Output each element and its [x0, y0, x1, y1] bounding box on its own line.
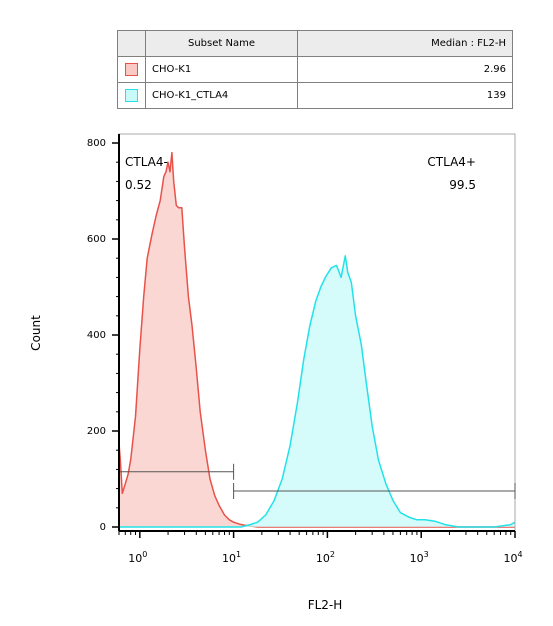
gate-label: CTLA4+ — [427, 155, 476, 169]
gate-layer: CTLA4- 0.52 CTLA4+ 99.5 — [118, 155, 516, 499]
y-tick-label: 0 — [100, 522, 106, 533]
series-layer — [118, 151, 516, 528]
y-axis-label: Count — [29, 315, 43, 351]
legend-row-name: CHO-K1_CTLA4 — [145, 82, 298, 109]
axis-layer: 0 200 400 600 800 100 101 102 103 104 — [87, 134, 523, 565]
legend-swatch-cell — [117, 56, 146, 83]
x-tick-label: 100 — [128, 550, 147, 565]
x-tick-label: 103 — [410, 550, 429, 565]
series-area-cho-k1-ctla4 — [119, 255, 515, 528]
gate-label: CTLA4- — [125, 155, 168, 169]
y-tick-label: 800 — [87, 138, 106, 149]
y-tick-label: 200 — [87, 426, 106, 437]
legend-row-value: 2.96 — [297, 56, 513, 83]
x-axis-label: FL2-H — [308, 598, 343, 612]
x-tick-label: 104 — [503, 550, 522, 565]
legend-row-value: 139 — [297, 82, 513, 109]
gate-value: 99.5 — [449, 178, 476, 192]
x-tick-label: 102 — [316, 550, 335, 565]
x-tick-label: 101 — [222, 550, 241, 565]
series-line-cho-k1 — [118, 151, 515, 528]
y-tick-label: 600 — [87, 234, 106, 245]
legend-swatch-cho-k1 — [125, 63, 138, 76]
series-area-cho-k1 — [119, 152, 515, 527]
legend-header-swatch-cell — [117, 30, 146, 57]
y-tick-label: 400 — [87, 330, 106, 341]
legend-header-value: Median : FL2-H — [297, 30, 513, 57]
series-line-cho-k1-ctla4 — [119, 255, 516, 528]
gate-value: 0.52 — [125, 178, 152, 192]
legend-swatch-cell — [117, 82, 146, 109]
legend-row: CHO-K1 2.96 — [117, 56, 513, 83]
legend-swatch-cho-k1-ctla4 — [125, 89, 138, 102]
legend-table: Subset Name Median : FL2-H CHO-K1 2.96 C… — [117, 30, 513, 109]
legend-row: CHO-K1_CTLA4 139 — [117, 82, 513, 109]
